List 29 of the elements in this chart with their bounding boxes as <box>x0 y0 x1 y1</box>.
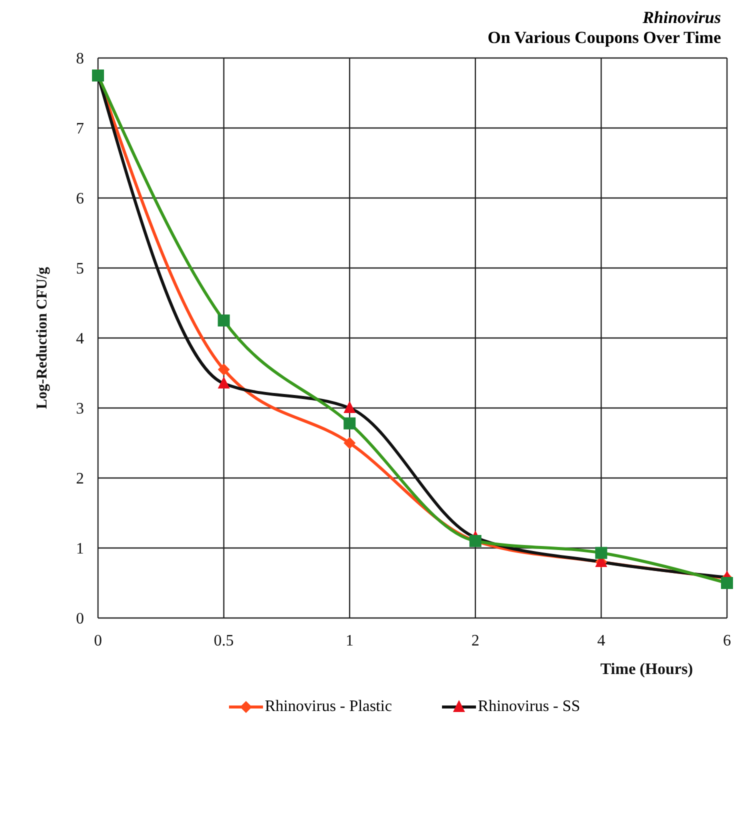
x-tick-label: 6 <box>723 632 731 650</box>
point <box>344 401 356 413</box>
point <box>218 376 230 388</box>
y-tick-label: 2 <box>76 470 84 488</box>
x-tick-label: 0.5 <box>214 632 234 650</box>
y-tick-label: 1 <box>76 540 84 558</box>
y-tick-label: 0 <box>76 610 84 628</box>
legend-label: Rhinovirus - SS <box>478 698 580 716</box>
x-tick-label: 4 <box>597 632 606 650</box>
chart-title: Rhinovirus <box>642 8 721 28</box>
x-tick-label: 0 <box>94 632 102 650</box>
y-axis-title: Log-Reduction CFU/g <box>34 266 50 410</box>
point <box>218 364 230 376</box>
y-tick-label: 4 <box>76 330 84 348</box>
y-tick-label: 7 <box>76 120 84 138</box>
x-axis-title: Time (Hours) <box>600 661 693 678</box>
y-tick-label: 6 <box>76 190 84 208</box>
x-tick-label: 1 <box>346 632 354 650</box>
point <box>595 546 608 559</box>
y-tick-label: 3 <box>76 400 84 418</box>
y-tick-label: 5 <box>76 260 84 278</box>
chart-subtitle: On Various Coupons Over Time <box>486 28 721 48</box>
point <box>344 437 356 449</box>
point <box>218 314 230 326</box>
point <box>721 577 733 589</box>
legend-label: Rhinovirus - Plastic <box>264 698 392 716</box>
y-tick-label: 8 <box>76 50 84 68</box>
point <box>344 417 356 430</box>
x-tick-label: 2 <box>471 632 480 650</box>
